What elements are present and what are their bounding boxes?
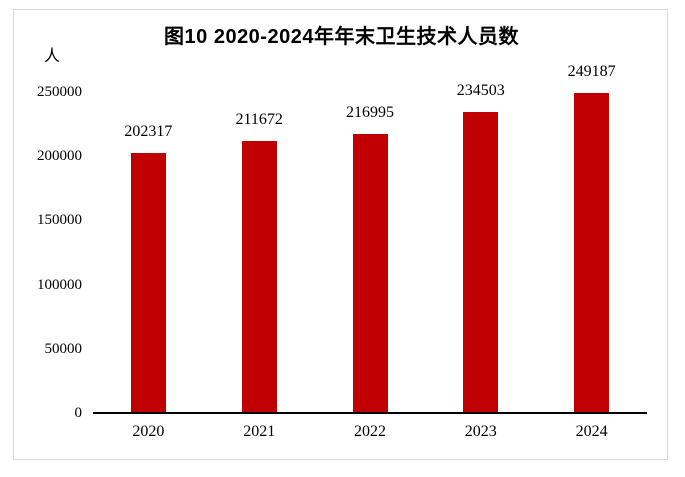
bar (574, 93, 610, 413)
x-axis-tick-label: 2022 (354, 423, 386, 440)
y-axis-tick-label: 250000 (37, 84, 82, 100)
bar (463, 111, 499, 413)
bar (241, 141, 277, 413)
x-axis-tick-label: 2021 (243, 423, 276, 440)
bar-value-label: 202317 (124, 123, 173, 141)
bar (130, 153, 166, 413)
y-axis-tick-label: 200000 (37, 148, 82, 165)
x-axis-tick-label: 2024 (575, 423, 608, 440)
x-axis-tick-label: 2023 (464, 423, 497, 440)
chart-title: 图10 2020-2024年年末卫生技术人员数 (164, 26, 519, 48)
bar (352, 134, 388, 413)
chart-border (13, 9, 668, 460)
y-axis-unit-label: 人 (44, 48, 61, 65)
bar-value-label: 249187 (567, 63, 616, 81)
bar-value-label: 211672 (235, 111, 283, 129)
x-axis-line (93, 412, 647, 414)
bar-value-label: 234503 (456, 81, 505, 99)
x-axis-tick-label: 2020 (132, 423, 165, 440)
y-axis-tick-label: 0 (74, 405, 83, 421)
y-axis-tick-label: 100000 (37, 276, 82, 293)
y-axis-tick-label: 150000 (37, 212, 82, 229)
y-axis-tick-label: 50000 (44, 340, 83, 357)
bar-value-label: 216995 (346, 104, 394, 122)
